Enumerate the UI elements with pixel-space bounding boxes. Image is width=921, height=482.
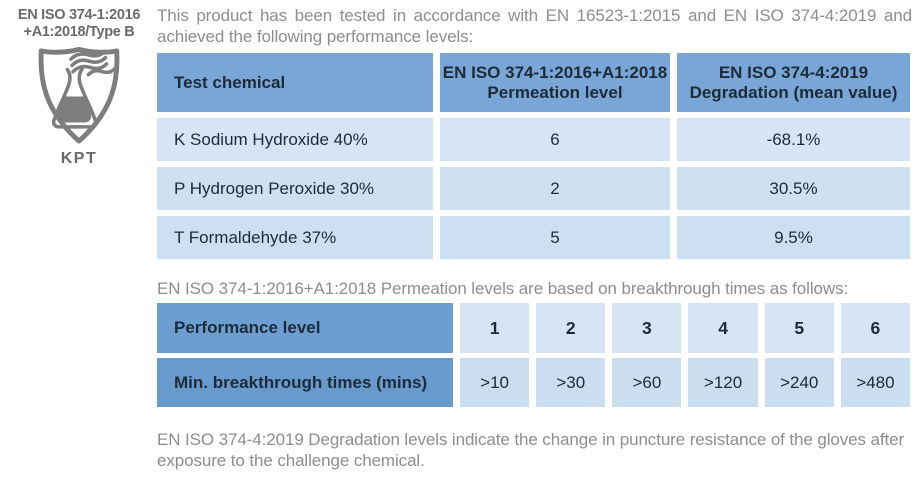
badge-standard-line1: EN ISO 374-1:2016 xyxy=(17,7,141,23)
degradation-value-cell: -68.1% xyxy=(677,118,910,161)
level-cell: 2 xyxy=(536,303,606,353)
chemical-name-cell: P Hydrogen Peroxide 30% xyxy=(157,167,433,210)
breakthrough-times-label: Min. breakthrough times (mins) xyxy=(157,358,453,407)
degradation-value-cell: 30.5% xyxy=(677,167,910,210)
time-cell: >240 xyxy=(764,358,834,407)
time-cell: >60 xyxy=(612,358,682,407)
certification-badge: EN ISO 374-1:2016 +A1:2018/Type B KP xyxy=(4,7,154,168)
header-permeation-level: EN ISO 374-1:2016+A1:2018 Permeation lev… xyxy=(440,53,670,112)
performance-level-label: Performance level xyxy=(157,303,453,353)
time-cell: >30 xyxy=(536,358,606,407)
header-degradation-line1: EN ISO 374-4:2019 xyxy=(718,62,869,82)
header-test-chemical: Test chemical xyxy=(157,53,433,112)
breakthrough-note: EN ISO 374-1:2016+A1:2018 Permeation lev… xyxy=(157,279,849,298)
badge-code-letters: KPT xyxy=(60,150,98,167)
permeation-level-cell: 6 xyxy=(440,118,670,161)
permeation-level-cell: 5 xyxy=(440,216,670,259)
header-permeation-line1: EN ISO 374-1:2016+A1:2018 xyxy=(442,62,668,82)
chemical-name-cell: K Sodium Hydroxide 40% xyxy=(157,118,433,161)
level-cell: 4 xyxy=(688,303,758,353)
permeation-table: Test chemical EN ISO 374-1:2016+A1:2018 … xyxy=(157,53,910,259)
degradation-note: EN ISO 374-4:2019 Degradation levels ind… xyxy=(157,430,905,470)
time-cell: >10 xyxy=(460,358,530,407)
chemical-flask-shield-icon xyxy=(4,43,154,150)
badge-standard-line2: +A1:2018/Type B xyxy=(23,23,135,40)
badge-standard-title: EN ISO 374-1:2016 +A1:2018/Type B xyxy=(4,7,154,40)
time-cell: >480 xyxy=(840,358,910,407)
degradation-value-cell: 9.5% xyxy=(677,216,910,259)
level-cell: 5 xyxy=(764,303,834,353)
permeation-level-cell: 2 xyxy=(440,167,670,210)
intro-note: This product has been tested in accordan… xyxy=(157,6,912,46)
chemical-name-cell: T Formaldehyde 37% xyxy=(157,216,433,259)
breakthrough-table: Performance level 1 2 3 4 5 6 Min. break… xyxy=(157,303,910,407)
level-cell: 6 xyxy=(840,303,910,353)
header-degradation-line2: Degradation (mean value) xyxy=(689,82,898,102)
time-cell: >120 xyxy=(688,358,758,407)
header-permeation-line2: Permeation level xyxy=(487,82,623,102)
header-degradation: EN ISO 374-4:2019 Degradation (mean valu… xyxy=(677,53,910,112)
level-cell: 1 xyxy=(460,303,530,353)
level-cell: 3 xyxy=(612,303,682,353)
